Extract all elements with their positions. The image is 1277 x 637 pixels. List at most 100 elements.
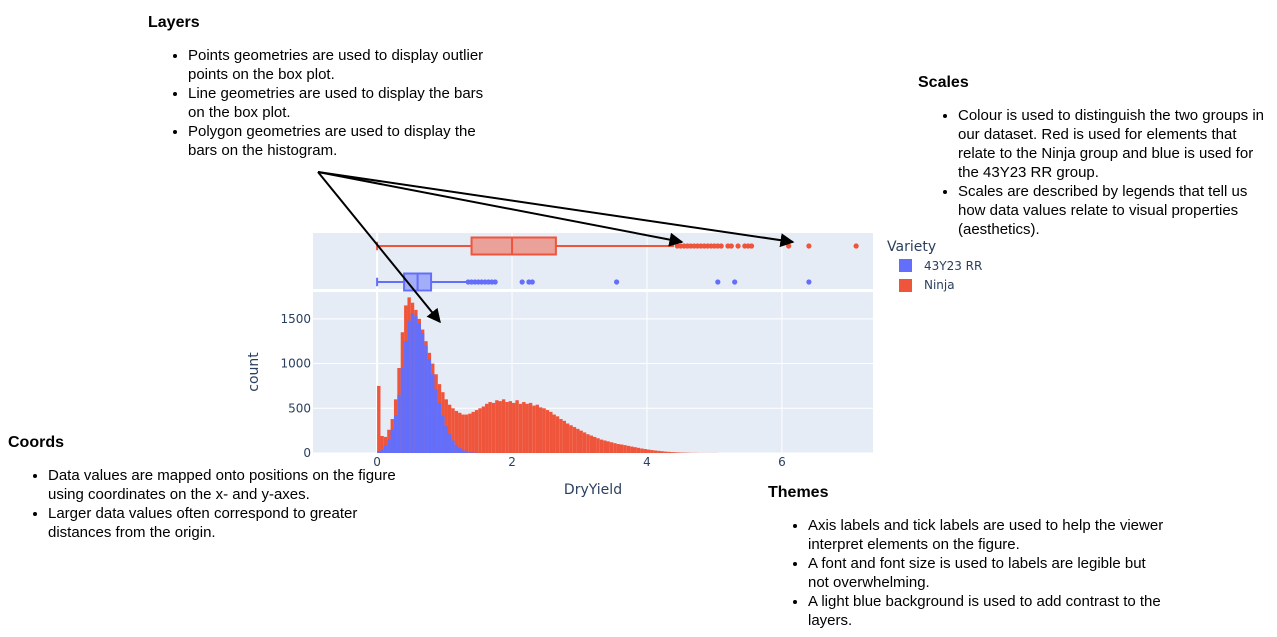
- histogram-bar-ninja: [572, 427, 577, 453]
- themes-item: A light blue background is used to add c…: [808, 592, 1168, 630]
- histogram-bar-ninja: [593, 436, 597, 453]
- themes-item: A font and font size is used to labels a…: [808, 554, 1168, 592]
- histogram-bar-ninja: [667, 451, 671, 453]
- histogram-bar-ninja: [518, 403, 523, 453]
- y-tick-label: 1500: [280, 312, 311, 326]
- histogram-bar-ninja: [555, 416, 560, 453]
- histogram-bar-ninja: [576, 428, 580, 453]
- layers-item: Points geometries are used to display ou…: [188, 46, 488, 84]
- arrow-to-outlier-points: [317, 171, 795, 248]
- legend-label-ninja[interactable]: Ninja: [924, 278, 955, 292]
- legend-swatch-ninja[interactable]: [899, 279, 912, 292]
- histogram-bar-ninja: [471, 411, 475, 453]
- themes-item: Axis labels and tick labels are used to …: [808, 516, 1168, 554]
- box-ninja-outlier: [853, 243, 859, 249]
- themes-list: Axis labels and tick labels are used to …: [768, 516, 1168, 630]
- histogram-bar-ninja: [586, 434, 590, 453]
- histogram-bar-ninja: [478, 408, 482, 453]
- arrow-to-box-line: [317, 171, 684, 247]
- histogram-bar-rr: [393, 415, 398, 453]
- box-rr-outlier: [529, 279, 535, 285]
- histogram-bar-ninja: [559, 419, 563, 453]
- histogram-bar-ninja: [673, 452, 678, 453]
- histogram-bar-rr: [461, 450, 465, 453]
- annotation-arrows: [317, 171, 795, 324]
- x-tick-labels: 0 2 4 6: [373, 455, 785, 469]
- box-ninja-outlier: [748, 243, 755, 249]
- histogram-bar-rr: [458, 448, 462, 453]
- histogram-bar-ninja: [451, 408, 455, 453]
- histogram-bar-ninja: [481, 406, 486, 453]
- histogram-bar-ninja: [501, 399, 506, 453]
- y-tick-label: 1000: [280, 357, 311, 371]
- histogram-bar-ninja: [613, 443, 617, 453]
- histogram-bar-ninja: [549, 411, 553, 453]
- histogram-bar-ninja: [380, 436, 384, 453]
- histogram-bar-rr: [397, 394, 401, 453]
- box-rr-outlier: [519, 279, 525, 285]
- histogram-bar-ninja: [468, 413, 472, 453]
- histogram-bar-ninja: [650, 450, 654, 453]
- scales-list: Colour is used to distinguish the two gr…: [918, 106, 1268, 239]
- coords-item: Larger data values often correspond to g…: [48, 504, 398, 542]
- histogram-bar-rr: [444, 426, 448, 453]
- histogram-bar-ninja: [542, 408, 546, 453]
- histogram-bar-ninja: [447, 404, 452, 453]
- histogram-bar-rr: [434, 389, 438, 453]
- y-axis-label: count: [246, 352, 262, 392]
- histogram-bar-rr: [451, 440, 455, 453]
- histogram-bar-ninja: [383, 436, 388, 453]
- histogram-bar-rr: [427, 359, 432, 453]
- histogram-bar-ninja: [663, 451, 668, 453]
- histogram-bar-ninja: [646, 449, 651, 453]
- histogram-bar-ninja: [545, 410, 550, 453]
- histogram-bar-rr: [468, 452, 472, 453]
- legend-label-rr[interactable]: 43Y23 RR: [924, 259, 982, 273]
- layers-item: Polygon geometries are used to display t…: [188, 122, 488, 160]
- box-ninja-outlier: [735, 243, 741, 249]
- y-tick-label: 0: [303, 446, 311, 460]
- coords-note: Coords Data values are mapped onto posit…: [8, 433, 398, 542]
- histogram-bar-ninja: [596, 438, 600, 453]
- histogram-bar-ninja: [525, 403, 529, 453]
- box-plot-marks: [376, 236, 859, 292]
- arrow-to-histogram: [317, 171, 441, 324]
- themes-note: Themes Axis labels and tick labels are u…: [768, 483, 1168, 630]
- legend-swatch-rr[interactable]: [899, 259, 912, 272]
- scales-note: Scales Colour is used to distinguish the…: [918, 73, 1268, 239]
- layers-note: Layers Points geometries are used to dis…: [148, 13, 488, 160]
- histogram-bar-rr: [390, 429, 394, 453]
- histogram-bar-ninja: [609, 442, 614, 453]
- box-rr-outlier: [732, 279, 738, 285]
- box-ninja-box: [470, 236, 557, 256]
- histogram-bar-ninja: [474, 410, 479, 453]
- legend: Variety 43Y23 RR Ninja: [887, 239, 982, 292]
- histogram-bar-ninja: [599, 439, 604, 453]
- histogram-bar-ninja: [660, 451, 664, 453]
- themes-heading: Themes: [768, 484, 829, 501]
- histogram-bar-ninja: [552, 414, 556, 453]
- histogram-bar-rr: [377, 451, 381, 453]
- layers-item: Line geometries are used to display the …: [188, 84, 488, 122]
- histogram-bar-ninja: [630, 446, 634, 453]
- histogram-bar-ninja: [653, 450, 658, 453]
- histogram-bar-ninja: [670, 452, 674, 453]
- histogram-bar-ninja: [657, 450, 661, 453]
- histogram-bar-rr: [417, 323, 421, 453]
- histogram-bar-ninja: [582, 432, 587, 453]
- x-tick-label: 0: [373, 455, 381, 469]
- histogram-bar-ninja: [636, 447, 641, 453]
- histogram-bar-ninja: [515, 400, 519, 453]
- x-tick-label: 4: [643, 455, 651, 469]
- histogram-bar-ninja: [528, 402, 533, 453]
- histogram-bar-rr: [441, 415, 445, 453]
- histogram-bar-ninja: [562, 420, 567, 453]
- histogram-bar-ninja: [539, 407, 543, 453]
- box-ninja-outlier: [728, 243, 734, 249]
- histogram-bar-ninja: [603, 440, 607, 453]
- histogram-bar-ninja: [616, 444, 620, 453]
- histogram-bar-ninja: [623, 445, 627, 453]
- histogram-bar-ninja: [458, 412, 462, 453]
- histogram-bar-rr: [383, 445, 388, 453]
- histogram-bar-ninja: [535, 404, 540, 453]
